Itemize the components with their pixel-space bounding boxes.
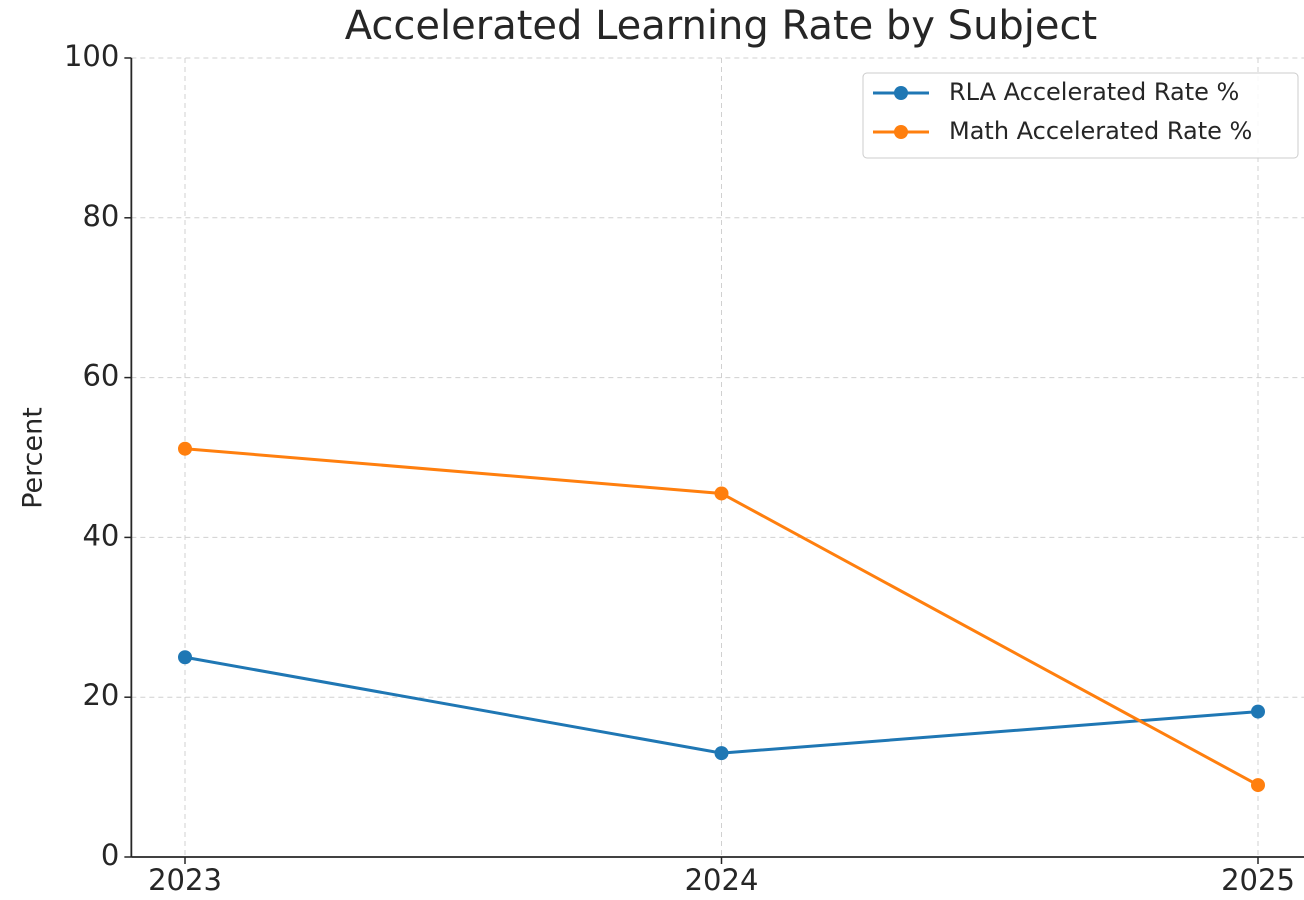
data-point — [714, 746, 729, 761]
data-point — [1251, 778, 1265, 793]
legend-label: RLA Accelerated Rate % — [949, 78, 1239, 106]
x-tick-label: 2023 — [148, 863, 222, 897]
legend-marker — [894, 86, 908, 100]
data-point — [178, 441, 192, 456]
y-tick-label: 100 — [64, 39, 119, 73]
chart-title: Accelerated Learning Rate by Subject — [345, 3, 1097, 49]
data-point — [178, 650, 192, 665]
y-tick-label: 40 — [82, 518, 119, 552]
data-point — [1251, 704, 1265, 719]
data-point — [714, 486, 729, 501]
y-tick-label: 0 — [101, 838, 119, 872]
legend-label: Math Accelerated Rate % — [949, 117, 1252, 145]
y-tick-label: 20 — [82, 678, 119, 712]
y-tick-label: 60 — [82, 359, 119, 393]
x-tick-label: 2025 — [1221, 863, 1295, 897]
y-tick-label: 80 — [82, 199, 119, 233]
y-axis-label: Percent — [18, 407, 49, 509]
legend: RLA Accelerated Rate % Math Accelerated R… — [862, 72, 1299, 159]
x-tick-label: 2024 — [685, 863, 759, 897]
legend-box — [862, 72, 1299, 159]
legend-marker — [894, 125, 908, 139]
